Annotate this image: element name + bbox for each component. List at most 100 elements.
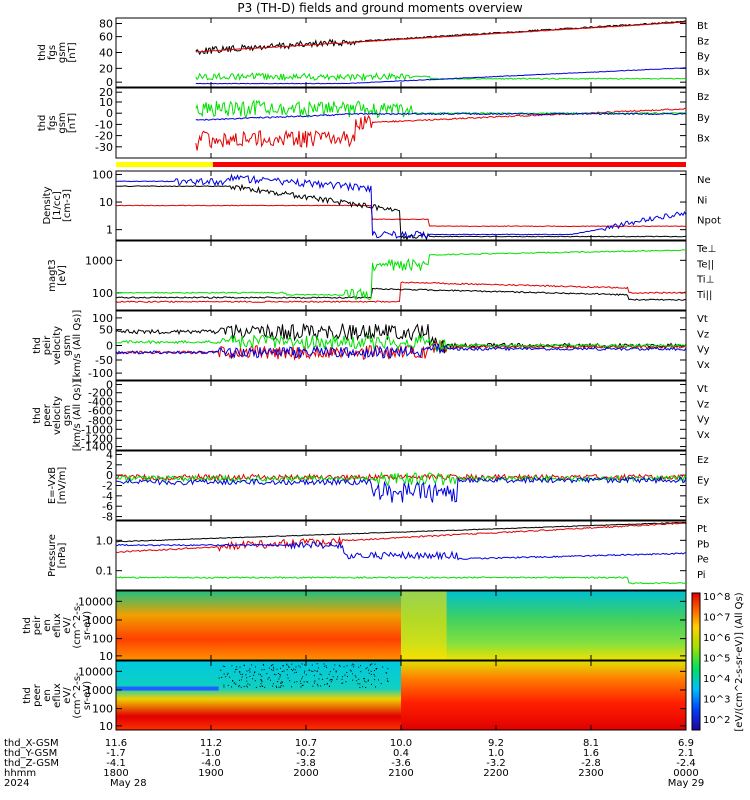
speckle bbox=[238, 679, 240, 681]
speckle bbox=[387, 680, 389, 682]
speckle bbox=[365, 687, 367, 689]
speckle bbox=[280, 674, 282, 676]
speckle bbox=[278, 686, 280, 688]
speckle bbox=[277, 673, 279, 675]
ytick-label: 100 bbox=[92, 312, 113, 325]
speckle bbox=[341, 682, 343, 684]
speckle bbox=[240, 679, 242, 681]
legend-Pb: Pb bbox=[697, 539, 709, 550]
ylabel: magt3 [eV] bbox=[47, 259, 68, 292]
series-line-blue bbox=[116, 343, 686, 360]
series-group bbox=[116, 521, 686, 585]
ytick-label: 50 bbox=[99, 324, 113, 337]
ytick-label: 10000 bbox=[78, 595, 113, 608]
speckle bbox=[331, 679, 333, 681]
speckle bbox=[302, 684, 304, 686]
legend-By: By bbox=[697, 113, 710, 124]
speckle bbox=[272, 683, 274, 685]
ytick-label: -1400 bbox=[81, 441, 113, 454]
ytick-label: 0 bbox=[106, 469, 113, 482]
panel-temp: 1000 100 magt3 [eV] Te⊥ Te|| Ti⊥ Ti|| bbox=[47, 240, 716, 311]
speckle bbox=[316, 683, 318, 685]
speckle bbox=[232, 680, 234, 682]
spectrogram-left bbox=[116, 591, 401, 660]
time-axis-value: 10.7 bbox=[295, 738, 317, 749]
ytick-label: -50 bbox=[95, 354, 113, 367]
speckle bbox=[278, 678, 280, 680]
speckle bbox=[225, 676, 227, 678]
speckle bbox=[282, 665, 284, 667]
ytick-label: 1 bbox=[106, 224, 113, 237]
ylabel: thd peer en eflux eV/(cm^2-s-sr-eV) bbox=[22, 672, 93, 719]
speckle bbox=[248, 669, 250, 671]
speckle bbox=[314, 670, 316, 672]
legend-Vx: Vx bbox=[697, 430, 710, 441]
speckle bbox=[304, 664, 306, 666]
ytick-label: -200 bbox=[88, 387, 113, 400]
speckle bbox=[330, 678, 332, 680]
speckle bbox=[374, 663, 376, 665]
speckle bbox=[335, 671, 337, 673]
ytick-label: 100 bbox=[92, 168, 113, 181]
speckle bbox=[373, 670, 375, 672]
speckle bbox=[362, 686, 364, 688]
time-axis-value: 1800 bbox=[103, 768, 128, 779]
speckle bbox=[286, 669, 288, 671]
speckle bbox=[247, 683, 249, 685]
speckle bbox=[283, 670, 285, 672]
spectrogram-right bbox=[401, 661, 686, 730]
ytick-label: -400 bbox=[88, 396, 113, 409]
series-line-red bbox=[116, 472, 686, 482]
series-line-red bbox=[195, 107, 686, 151]
ylabel-line: sr-eV) bbox=[82, 611, 93, 640]
speckle bbox=[234, 669, 236, 671]
speckle bbox=[365, 668, 367, 670]
speckle bbox=[268, 667, 270, 669]
panel-peir_flux: 10000 1000 100 10 thd peir en eflux eV/(cm^2-s-s… bbox=[22, 590, 687, 663]
speckle bbox=[238, 684, 240, 686]
row-label: thd_X-GSM bbox=[4, 738, 59, 749]
speckle bbox=[288, 666, 290, 668]
speckle bbox=[303, 672, 305, 674]
speckle bbox=[279, 686, 281, 688]
series-group bbox=[195, 99, 686, 151]
time-axis-value: 10.0 bbox=[390, 738, 412, 749]
speckle bbox=[231, 686, 233, 688]
colorbar-tick: 10^4 bbox=[703, 674, 730, 685]
colorbar-tick: 10^2 bbox=[703, 715, 730, 726]
panel-efield: 420-2-4-6-8 E=-VxB [mV/m] Ez Ey Ex bbox=[47, 448, 709, 523]
speckle bbox=[275, 685, 277, 687]
speckle bbox=[260, 674, 262, 676]
ylabel-line: [nT] bbox=[67, 113, 78, 133]
speckle bbox=[246, 680, 248, 682]
time-axis-value: 11.6 bbox=[105, 738, 127, 749]
ytick-label: 100 bbox=[92, 633, 113, 646]
row-label: thd_Z-GSM bbox=[4, 758, 59, 769]
speckle bbox=[343, 666, 345, 668]
speckle bbox=[281, 671, 283, 673]
row-label: 2024 bbox=[4, 778, 29, 789]
speckle bbox=[375, 667, 377, 669]
speckle bbox=[368, 672, 370, 674]
series-group bbox=[195, 20, 686, 85]
speckle bbox=[249, 668, 251, 670]
speckle bbox=[243, 686, 245, 688]
speckle bbox=[342, 682, 344, 684]
speckle bbox=[240, 673, 242, 675]
speckle bbox=[353, 664, 355, 666]
speckle bbox=[296, 681, 298, 683]
speckle bbox=[254, 680, 256, 682]
speckle bbox=[313, 682, 315, 684]
ylabel-line: [km/s (All Qs)] bbox=[72, 310, 83, 382]
series-line-blue bbox=[195, 67, 686, 85]
speckle bbox=[321, 678, 323, 680]
speckle bbox=[320, 674, 322, 676]
speckle bbox=[299, 680, 301, 682]
speckle bbox=[353, 666, 355, 668]
ylabel-line: thd bbox=[22, 687, 33, 704]
speckle bbox=[277, 681, 279, 683]
ylabel-line: [mV/m] bbox=[57, 467, 68, 505]
